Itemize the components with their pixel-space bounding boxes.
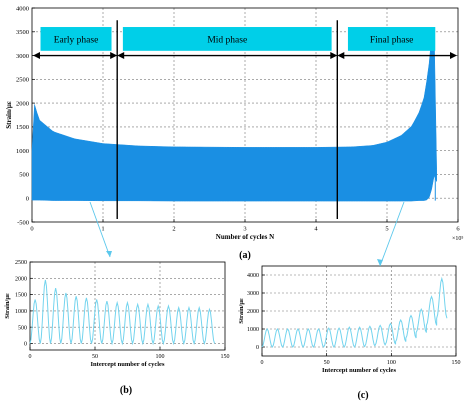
phase-label-box [347, 27, 436, 51]
x-tick-label: 0 [29, 354, 32, 360]
phase-label: Early phase [54, 35, 99, 45]
callout-arrow-c [377, 259, 383, 266]
x-tick-label: 50 [92, 354, 98, 360]
phase-arrow-head-left [33, 52, 40, 60]
y-tick-label: 1500 [15, 293, 27, 299]
x-tick-label: 5 [385, 226, 388, 233]
y-tick-label: 500 [18, 325, 27, 331]
y-tick-label: 0 [256, 345, 259, 351]
y-tick-label: 0 [24, 342, 27, 348]
y-tick-label: 2000 [15, 276, 27, 282]
y-tick-label: 1000 [16, 148, 29, 155]
y-tick-label: -500 [17, 219, 29, 226]
phase-label: Mid phase [207, 35, 247, 45]
phase-arrow-head-left [117, 52, 125, 60]
x-tick-label: 0 [261, 360, 264, 366]
panel-label-a: (a) [239, 250, 251, 261]
phase-arrow-head-left [337, 52, 345, 60]
phase-arrow-head-right [330, 52, 338, 60]
x-axis-multiplier: ×10⁵ [452, 236, 463, 242]
y-tick-label: 1500 [16, 124, 29, 131]
y-tick-label: 1000 [247, 327, 259, 333]
y-tick-label: 4000 [247, 273, 259, 279]
plot-frame [29, 261, 226, 351]
zoom-callout-lines [89, 201, 405, 267]
x-tick-label: 0 [30, 226, 33, 233]
x-tick-label: 50 [324, 360, 330, 366]
x-tick-label: 150 [452, 360, 461, 366]
x-axis-label: Intercept number of cycles [91, 361, 165, 368]
y-tick-label: 500 [19, 172, 29, 179]
x-tick-label: 6 [456, 226, 460, 233]
phase-label: Final phase [370, 35, 414, 45]
y-axis-label: Strain/με [238, 298, 245, 324]
y-axis-label: Strain/με [4, 293, 11, 319]
y-tick-label: 1000 [15, 309, 27, 315]
y-tick-label: 3000 [247, 291, 259, 297]
panel-label-b: (b) [120, 385, 132, 396]
x-tick-label: 2 [172, 226, 175, 233]
x-tick-label: 100 [387, 360, 396, 366]
phase-arrow-head-right [450, 52, 457, 60]
phase-arrow-head-right [110, 52, 118, 60]
callout-arrow-b [106, 251, 112, 257]
y-tick-label: 2000 [16, 100, 29, 107]
phase-label-box [122, 27, 332, 51]
y-tick-label: 3000 [16, 53, 29, 60]
y-tick-label: 2500 [15, 260, 27, 266]
x-axis-label: Intercept number of cycles [322, 367, 396, 374]
panel-label-c: (c) [357, 390, 368, 401]
callout-line-c [379, 201, 405, 267]
y-tick-label: 2000 [247, 309, 259, 315]
y-tick-label: 2500 [16, 77, 29, 84]
phase-label-box [40, 27, 112, 51]
x-tick-label: 1 [101, 226, 104, 233]
x-tick-label: 100 [156, 354, 165, 360]
panel-c-final-zoom-chart: 0 50 100 150 0 1000 2000 3000 4000 Intercept numb… [238, 265, 461, 401]
x-axis-label: Number of cycles N [216, 233, 274, 241]
panel-a-main-chart: 0 1 2 3 4 5 6-50005001000150020002500300035004… [5, 5, 463, 261]
y-axis-label: Strain/με [5, 101, 13, 129]
y-tick-label: 3500 [16, 29, 29, 36]
strain-waveform [29, 279, 216, 346]
strain-waveform [261, 276, 448, 349]
y-tick-label: 0 [26, 195, 29, 202]
strain-signal-band [31, 29, 437, 202]
callout-line-b [89, 201, 111, 258]
x-tick-label: 4 [314, 226, 318, 233]
y-tick-label: 4000 [16, 5, 29, 12]
x-tick-label: 150 [221, 354, 230, 360]
x-tick-label: 3 [243, 226, 246, 233]
